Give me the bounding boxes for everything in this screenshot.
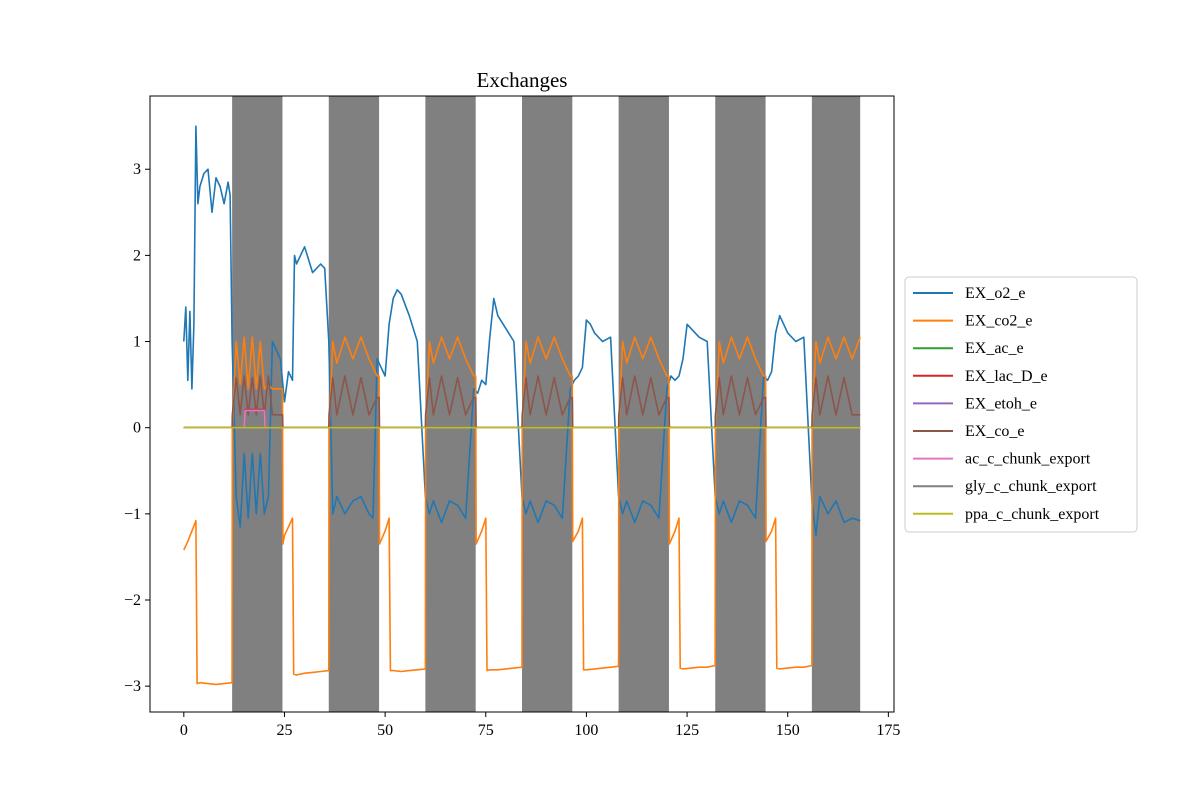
night-band-2 [425,96,476,712]
night-bands [232,96,861,712]
series-line-ex-o2-e [183,125,861,537]
legend-label: EX_etoh_e [965,395,1037,412]
x-tick-label: 25 [276,722,292,739]
y-tick-label: −2 [124,592,141,609]
legend-label: EX_ac_e [965,340,1024,357]
y-tick-label: 3 [133,161,141,178]
x-tick-label: 0 [180,722,188,739]
y-tick-label: 1 [133,334,141,351]
x-axis: 0 25 50 75 100 125 150 175 [180,712,900,739]
x-tick-label: 175 [876,722,900,739]
legend-label: ppa_c_chunk_export [965,506,1100,523]
legend-label: ac_c_chunk_export [965,451,1091,468]
night-band-5 [715,96,766,712]
y-tick-label: −3 [124,678,141,695]
x-tick-label: 150 [776,722,800,739]
series-line-ex-co-e [183,375,861,429]
chart-title: Exchanges [477,68,568,92]
y-tick-label: 2 [133,247,141,264]
y-axis: −3 −2 −1 0 1 2 3 [124,161,150,695]
night-band-4 [618,96,669,712]
x-tick-label: 75 [478,722,494,739]
night-band-3 [522,96,573,712]
x-tick-label: 100 [574,722,598,739]
x-tick-label: 125 [675,722,699,739]
night-band-6 [811,96,861,712]
legend-box [904,276,1138,533]
legend: EX_o2_e EX_co2_e EX_ac_e EX_lac_D_e EX_etoh_… [904,276,1138,533]
legend-label: EX_o2_e [965,285,1025,302]
legend-label: EX_co_e [965,423,1025,440]
x-tick-label: 50 [377,722,393,739]
series-line-ex-co2-e [183,336,861,686]
plot-frame [149,95,895,713]
legend-label: EX_co2_e [965,313,1033,330]
legend-label: EX_lac_D_e [965,368,1048,385]
y-tick-label: −1 [124,506,141,523]
y-tick-label: 0 [133,420,141,437]
night-band-1 [328,96,380,712]
legend-label: gly_c_chunk_export [965,478,1097,495]
series-lines [183,125,861,686]
